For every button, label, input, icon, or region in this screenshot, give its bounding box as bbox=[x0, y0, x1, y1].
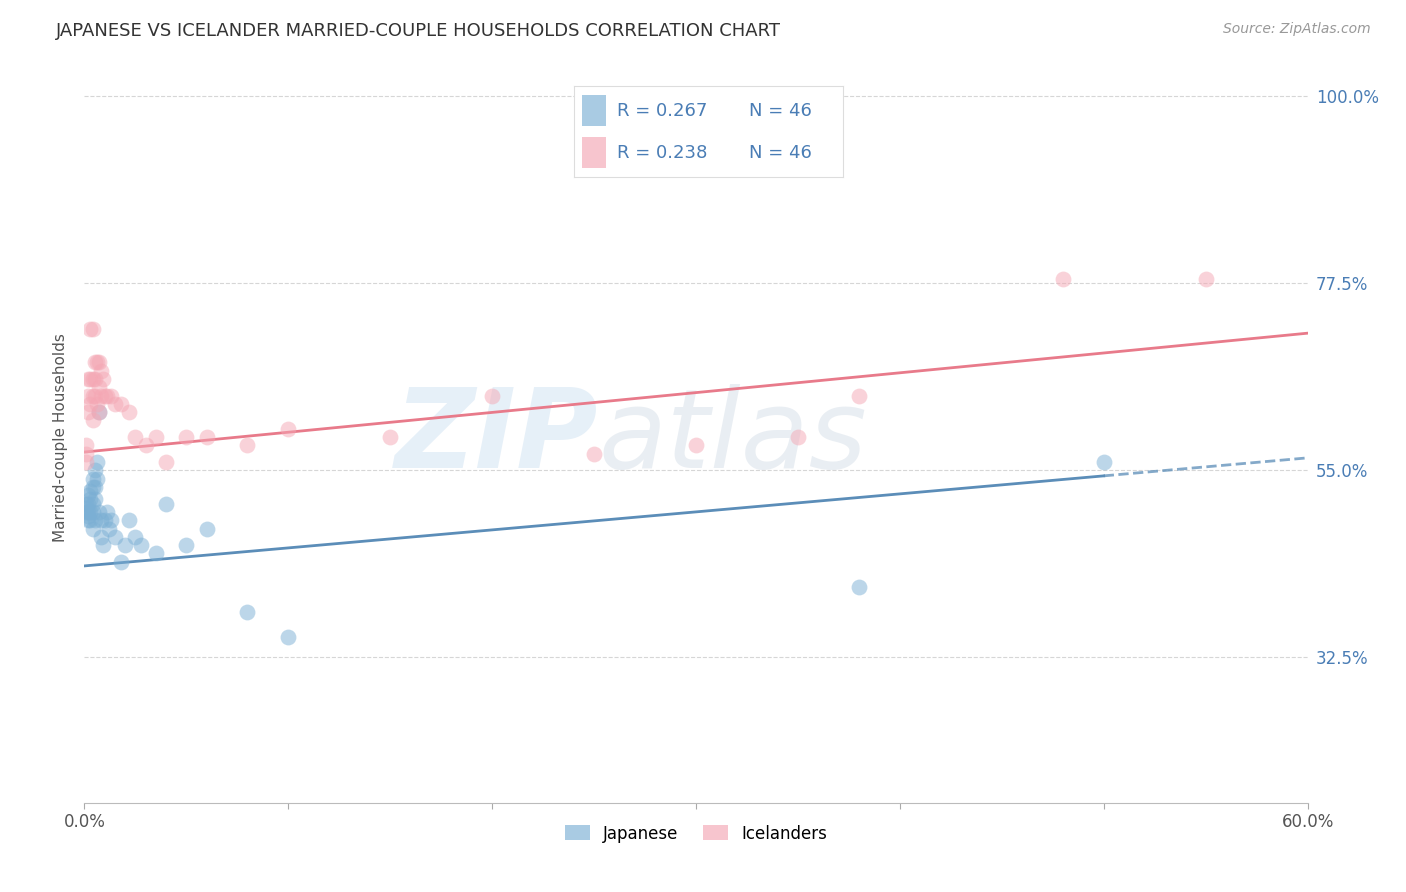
Point bbox=[481, 388, 503, 402]
Point bbox=[79, 505, 101, 519]
Point bbox=[82, 372, 104, 386]
Point bbox=[77, 488, 100, 502]
Point bbox=[145, 546, 167, 560]
Point bbox=[83, 480, 105, 494]
Point bbox=[104, 530, 127, 544]
Point bbox=[90, 388, 112, 402]
Point bbox=[86, 455, 108, 469]
Point bbox=[118, 513, 141, 527]
Point bbox=[82, 322, 104, 336]
Point bbox=[277, 630, 299, 644]
Point bbox=[82, 480, 104, 494]
Point bbox=[87, 355, 110, 369]
Point bbox=[90, 363, 112, 377]
Text: atlas: atlas bbox=[598, 384, 866, 491]
Point bbox=[75, 438, 97, 452]
Point bbox=[90, 530, 112, 544]
Point bbox=[83, 355, 105, 369]
Point bbox=[77, 509, 100, 524]
Point bbox=[100, 388, 122, 402]
Point bbox=[1052, 272, 1074, 286]
Text: ZIP: ZIP bbox=[395, 384, 598, 491]
Point bbox=[82, 521, 104, 535]
Point bbox=[77, 505, 100, 519]
Point bbox=[82, 388, 104, 402]
Point bbox=[96, 388, 118, 402]
Point bbox=[93, 388, 115, 402]
Point bbox=[77, 513, 100, 527]
Point bbox=[79, 492, 101, 507]
Y-axis label: Married-couple Households: Married-couple Households bbox=[53, 333, 69, 541]
Point bbox=[79, 513, 101, 527]
Point bbox=[75, 497, 97, 511]
Point bbox=[114, 538, 136, 552]
Point bbox=[87, 405, 110, 419]
Point bbox=[86, 355, 108, 369]
Point bbox=[82, 413, 104, 427]
Point bbox=[83, 388, 105, 402]
Point bbox=[848, 388, 870, 402]
Point bbox=[277, 422, 299, 436]
Point bbox=[380, 430, 402, 444]
Point bbox=[86, 397, 108, 411]
Point bbox=[79, 372, 101, 386]
Point bbox=[1092, 455, 1115, 469]
Point bbox=[77, 497, 100, 511]
Point bbox=[145, 430, 167, 444]
Point bbox=[155, 497, 177, 511]
Point bbox=[110, 397, 132, 411]
Point bbox=[79, 484, 101, 499]
Point bbox=[787, 430, 810, 444]
Point bbox=[83, 492, 105, 507]
Point bbox=[82, 497, 104, 511]
Point bbox=[83, 513, 105, 527]
Point bbox=[174, 430, 197, 444]
Point bbox=[685, 438, 707, 452]
Point bbox=[195, 521, 218, 535]
Point bbox=[83, 463, 105, 477]
Point bbox=[583, 447, 606, 461]
Point bbox=[135, 438, 157, 452]
Point bbox=[75, 455, 97, 469]
Text: Source: ZipAtlas.com: Source: ZipAtlas.com bbox=[1223, 22, 1371, 37]
Point bbox=[93, 513, 115, 527]
Point bbox=[79, 397, 101, 411]
Point bbox=[79, 322, 101, 336]
Point bbox=[124, 430, 146, 444]
Point bbox=[77, 388, 100, 402]
Text: JAPANESE VS ICELANDER MARRIED-COUPLE HOUSEHOLDS CORRELATION CHART: JAPANESE VS ICELANDER MARRIED-COUPLE HOU… bbox=[56, 22, 782, 40]
Point bbox=[87, 505, 110, 519]
Point bbox=[195, 430, 218, 444]
Legend: Japanese, Icelanders: Japanese, Icelanders bbox=[558, 818, 834, 849]
Point bbox=[91, 538, 114, 552]
Point bbox=[236, 605, 259, 619]
Point bbox=[77, 372, 100, 386]
Point bbox=[155, 455, 177, 469]
Point bbox=[87, 380, 110, 394]
Point bbox=[124, 530, 146, 544]
Point bbox=[75, 447, 97, 461]
Point bbox=[97, 521, 120, 535]
Point bbox=[118, 405, 141, 419]
Point bbox=[82, 472, 104, 486]
Point bbox=[104, 397, 127, 411]
Point bbox=[96, 505, 118, 519]
Point bbox=[77, 405, 100, 419]
Point bbox=[83, 372, 105, 386]
Point bbox=[1195, 272, 1218, 286]
Point bbox=[75, 505, 97, 519]
Point bbox=[86, 472, 108, 486]
Point bbox=[100, 513, 122, 527]
Point bbox=[848, 580, 870, 594]
Point bbox=[90, 513, 112, 527]
Point bbox=[236, 438, 259, 452]
Point bbox=[75, 500, 97, 515]
Point bbox=[131, 538, 153, 552]
Point bbox=[110, 555, 132, 569]
Point bbox=[87, 405, 110, 419]
Point bbox=[174, 538, 197, 552]
Point bbox=[91, 372, 114, 386]
Point bbox=[82, 505, 104, 519]
